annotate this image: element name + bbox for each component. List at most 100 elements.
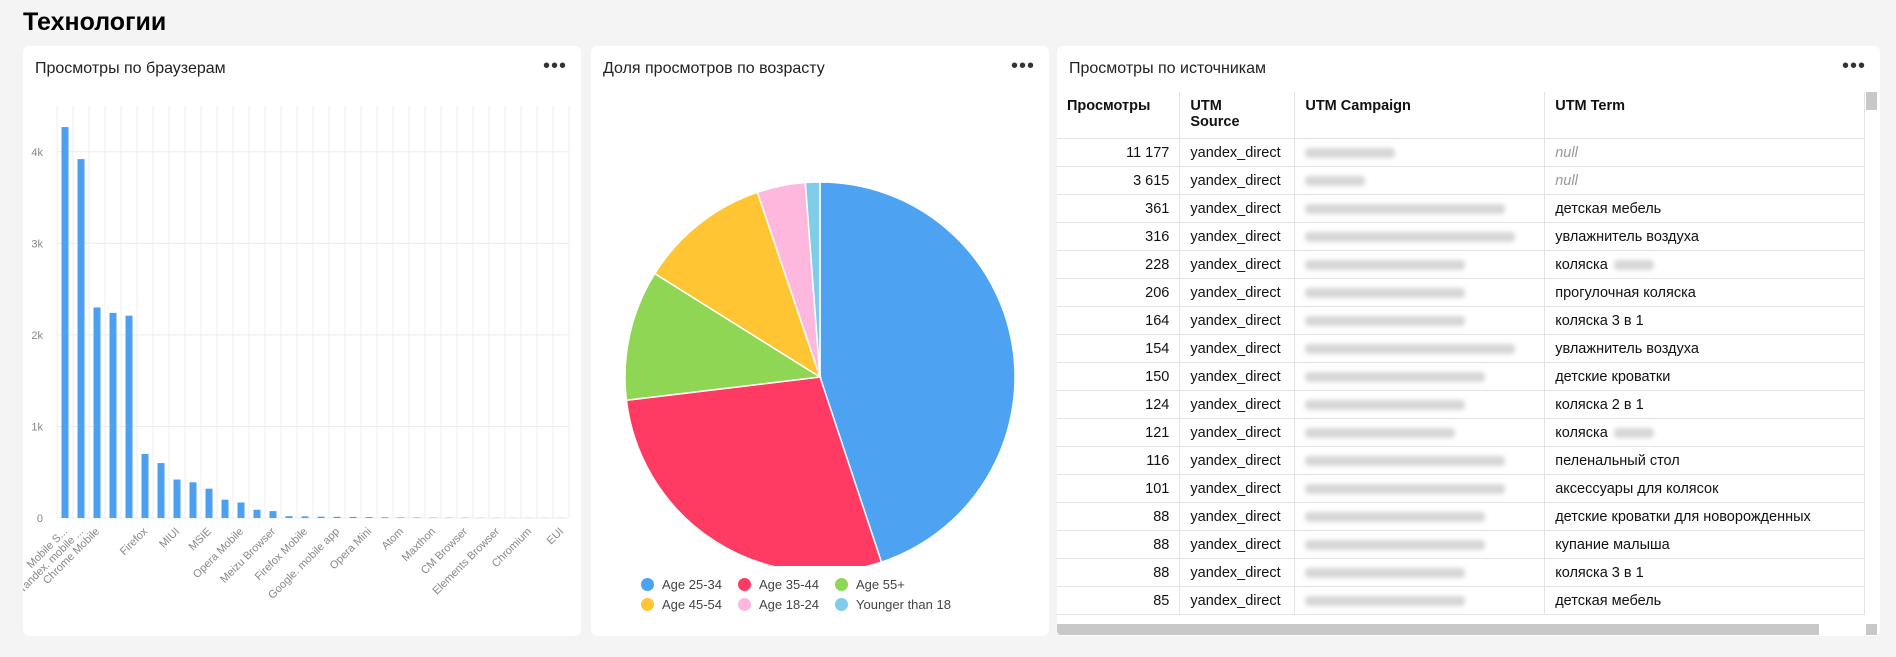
more-menu-icon[interactable]: ••• [542,55,567,77]
utm-campaign-cell [1294,194,1546,223]
utm-term-cell: увлажнитель воздуха [1544,222,1865,251]
bar [157,463,165,518]
column-header[interactable]: UTM Campaign [1294,92,1546,139]
views-cell: 88 [1057,558,1181,587]
legend-item[interactable]: Younger than 18 [835,597,951,612]
utm-term-cell: null [1544,166,1865,195]
table-row[interactable]: 154 yandex_direct увлажнитель воздуха [1057,334,1865,363]
more-menu-icon[interactable]: ••• [1010,55,1035,77]
redacted-text [1305,175,1366,186]
table-row[interactable]: 206 yandex_direct прогулочная коляска [1057,278,1865,307]
redacted-text [1305,203,1506,214]
table-row[interactable]: 101 yandex_direct аксессуары для колясок [1057,474,1865,503]
bar [237,502,245,518]
utm-source-cell: yandex_direct [1179,138,1296,167]
views-cell: 88 [1057,530,1181,559]
utm-term-cell: коляска 3 в 1 [1544,558,1865,587]
table-row[interactable]: 3 615 yandex_direct null [1057,166,1865,195]
bar [301,516,309,518]
utm-source-cell: yandex_direct [1179,166,1296,195]
utm-source-cell: yandex_direct [1179,306,1296,335]
column-header[interactable]: Просмотры [1057,92,1181,139]
y-tick-label: 4k [31,147,43,159]
y-tick-label: 2k [31,330,43,342]
utm-campaign-cell [1294,334,1546,363]
table-row[interactable]: 11 177 yandex_direct null [1057,138,1865,167]
bar [269,511,277,518]
legend-swatch [835,577,848,591]
more-menu-icon[interactable]: ••• [1841,55,1866,77]
widget-title: Просмотры по браузерам [35,60,226,77]
table-row[interactable]: 361 yandex_direct детская мебель [1057,194,1865,223]
age-widget: Доля просмотров по возрасту ••• Age 25-3… [591,46,1049,636]
vertical-scrollbar[interactable] [1866,92,1877,110]
table-row[interactable]: 88 yandex_direct детские кроватки для ново… [1057,502,1865,531]
bar [221,499,229,518]
horizontal-scrollbar[interactable] [1057,624,1819,635]
redacted-text [1305,539,1486,550]
x-tick-label: Firefox [118,525,151,558]
redacted-text [1305,287,1466,298]
bar [333,516,341,518]
legend-label: Younger than 18 [856,596,951,612]
legend-item[interactable]: Age 35-44 [738,577,819,592]
utm-campaign-cell [1294,418,1546,447]
legend-item[interactable]: Age 45-54 [641,597,722,612]
bar [253,509,261,518]
bar [141,453,149,518]
utm-campaign-cell [1294,446,1546,475]
legend-item[interactable]: Age 25-34 [641,577,722,592]
utm-source-cell: yandex_direct [1179,502,1296,531]
utm-term-cell: прогулочная коляска [1544,278,1865,307]
bar [397,517,405,518]
table-row[interactable]: 124 yandex_direct коляска 2 в 1 [1057,390,1865,419]
widget-title: Доля просмотров по возрасту [603,60,825,77]
bar [317,516,325,518]
views-cell: 101 [1057,474,1181,503]
utm-source-cell: yandex_direct [1179,334,1296,363]
table-row[interactable]: 121 yandex_direct коляска [1057,418,1865,447]
utm-term-cell: null [1544,138,1865,167]
x-tick-label: MSIE [187,526,215,554]
utm-source-cell: yandex_direct [1179,362,1296,391]
legend-label: Age 45-54 [662,596,722,612]
bar [285,516,293,518]
utm-campaign-cell [1294,222,1546,251]
column-header[interactable]: UTM Term [1544,92,1865,139]
utm-term-cell: купание малыша [1544,530,1865,559]
table-row[interactable]: 150 yandex_direct детские кроватки [1057,362,1865,391]
redacted-text [1305,595,1466,606]
utm-source-cell: yandex_direct [1179,418,1296,447]
column-header[interactable]: UTM Source [1179,92,1296,139]
legend-item[interactable]: Age 55+ [835,577,905,592]
table-row[interactable]: 116 yandex_direct пеленальный стол [1057,446,1865,475]
legend-swatch [738,597,751,611]
table-row[interactable]: 228 yandex_direct коляска [1057,250,1865,279]
widget-title: Просмотры по источникам [1069,60,1267,77]
utm-term-cell: аксессуары для колясок [1544,474,1865,503]
legend-swatch [641,577,654,591]
table-row[interactable]: 88 yandex_direct коляска 3 в 1 [1057,558,1865,587]
table-row[interactable]: 164 yandex_direct коляска 3 в 1 [1057,306,1865,335]
utm-source-cell: yandex_direct [1179,278,1296,307]
views-cell: 316 [1057,222,1181,251]
sources-table-container[interactable]: Просмотры UTM Source UTM Campaign UTM Term … [1057,92,1865,619]
table-row[interactable]: 316 yandex_direct увлажнитель воздуха [1057,222,1865,251]
utm-campaign-cell [1294,530,1546,559]
redacted-text [1613,427,1654,438]
utm-term-cell: коляска [1544,250,1865,279]
utm-campaign-cell [1294,278,1546,307]
pie-slice [625,376,883,566]
bar [189,482,197,518]
views-cell: 361 [1057,194,1181,223]
utm-campaign-cell [1294,474,1546,503]
pie-slice [819,181,1016,564]
table-row[interactable]: 85 yandex_direct детская мебель [1057,586,1865,615]
utm-campaign-cell [1294,138,1546,167]
views-cell: 124 [1057,390,1181,419]
table-row[interactable]: 88 yandex_direct купание малыша [1057,530,1865,559]
utm-source-cell: yandex_direct [1179,586,1296,615]
utm-campaign-cell [1294,390,1546,419]
legend-item[interactable]: Age 18-24 [738,597,819,612]
